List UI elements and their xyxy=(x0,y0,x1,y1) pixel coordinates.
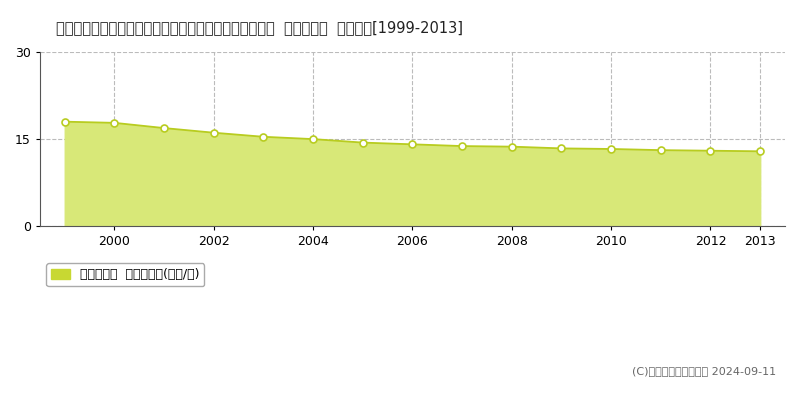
Text: (C)土地価格ドットコム 2024-09-11: (C)土地価格ドットコム 2024-09-11 xyxy=(632,366,776,376)
Legend: 基準地価格  平均坪単価(万円/坪): 基準地価格 平均坪単価(万円/坪) xyxy=(46,263,205,286)
Text: 和歌山県伊都郡かつらぎ町大字笠田中字稲子１３９番１  基準地価格  地価推移[1999-2013]: 和歌山県伊都郡かつらぎ町大字笠田中字稲子１３９番１ 基準地価格 地価推移[199… xyxy=(56,20,463,35)
